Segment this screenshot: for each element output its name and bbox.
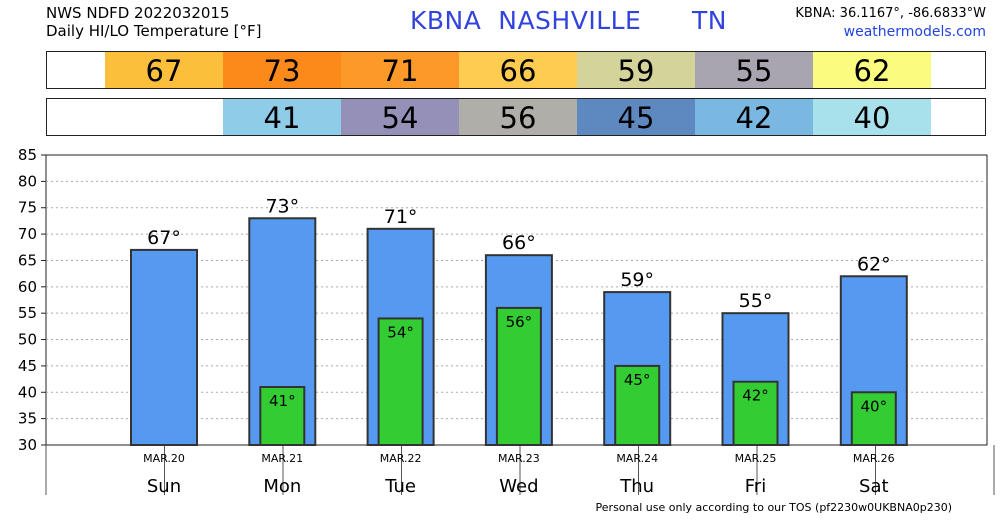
high-temp-bar: [130, 248, 198, 446]
high-temp-label: 62°: [857, 253, 891, 275]
hi_strip-cell: 71: [341, 52, 459, 88]
y-tick-label: 60: [18, 278, 37, 296]
low-temp-bar: [732, 380, 779, 446]
hi_strip-cell: 73: [223, 52, 341, 88]
high-temp-label: 71°: [384, 206, 418, 228]
lo_strip-cell: 54: [341, 99, 459, 135]
hi_strip-cell: 59: [577, 52, 695, 88]
y-tick-label: 55: [18, 304, 37, 322]
date-label: MAR.21: [261, 452, 303, 465]
high-temp-label: 73°: [265, 195, 299, 217]
y-tick-label: 40: [18, 383, 37, 401]
low-temp-label: 56°: [506, 313, 533, 331]
date-label: MAR.20: [143, 452, 185, 465]
lo_strip-cell: [105, 99, 223, 135]
high-temp-strip: 67 73 71 66 59 55 62: [46, 51, 986, 89]
day-label: Fri: [745, 476, 766, 497]
low-temp-bar: [377, 317, 424, 447]
chart-header-right: KBNA: 36.1167°, -86.6833°W weathermodels…: [795, 4, 986, 42]
low-temp-strip: 41 54 56 45 42 40: [46, 98, 986, 136]
low-temp-label: 40°: [861, 397, 888, 415]
low-temp-bar: [259, 386, 306, 446]
day-label: Wed: [499, 476, 538, 497]
date-label: MAR.26: [853, 452, 895, 465]
high-temp-label: 66°: [502, 232, 536, 254]
high-temp-label: 67°: [147, 227, 181, 249]
low-temp-label: 42°: [742, 387, 769, 405]
lo_strip-cell: 56: [459, 99, 577, 135]
chart-header-left: NWS NDFD 2022032015 Daily HI/LO Temperat…: [46, 4, 262, 40]
footer-note: Personal use only according to our TOS (…: [595, 501, 952, 514]
y-tick-label: 75: [18, 199, 37, 217]
low-temp-label: 54°: [387, 323, 414, 341]
low-temp-bar: [850, 391, 897, 447]
y-tick-label: 80: [18, 172, 37, 190]
y-tick-label: 70: [18, 225, 37, 243]
date-label: MAR.23: [498, 452, 540, 465]
low-temp-bar: [495, 306, 542, 446]
low-temp-label: 41°: [269, 392, 296, 410]
y-tick-label: 45: [18, 357, 37, 375]
hi_strip-cell: 67: [105, 52, 223, 88]
high-temp-label: 59°: [620, 269, 654, 291]
y-tick-label: 30: [18, 436, 37, 454]
day-label: Tue: [384, 476, 416, 497]
hi_strip-cell: 55: [695, 52, 813, 88]
date-label: MAR.22: [380, 452, 422, 465]
day-label: Mon: [263, 476, 301, 497]
site-link[interactable]: weathermodels.com: [843, 24, 986, 40]
y-tick-label: 85: [18, 146, 37, 164]
lo_strip-cell: 42: [695, 99, 813, 135]
chart-subtitle: Daily HI/LO Temperature [°F]: [46, 22, 262, 40]
station-coords: KBNA: 36.1167°, -86.6833°W: [795, 6, 986, 21]
day-label: Sun: [147, 476, 181, 497]
y-tick-label: 35: [18, 410, 37, 428]
date-label: MAR.24: [616, 452, 658, 465]
hi_strip-cell: 66: [459, 52, 577, 88]
station-title: KBNA NASHVILLE TN: [410, 6, 727, 35]
lo_strip-cell: 45: [577, 99, 695, 135]
day-label: Thu: [619, 476, 654, 497]
hi_strip-cell: 62: [813, 52, 931, 88]
y-tick-label: 65: [18, 251, 37, 269]
model-run-label: NWS NDFD 2022032015: [46, 4, 230, 22]
lo_strip-cell: 40: [813, 99, 931, 135]
day-label: Sat: [859, 476, 889, 497]
low-temp-label: 45°: [624, 371, 651, 389]
lo_strip-cell: 41: [223, 99, 341, 135]
high-temp-label: 55°: [739, 290, 773, 312]
date-label: MAR.25: [735, 452, 777, 465]
y-tick-label: 50: [18, 331, 37, 349]
low-temp-bar: [614, 364, 661, 446]
